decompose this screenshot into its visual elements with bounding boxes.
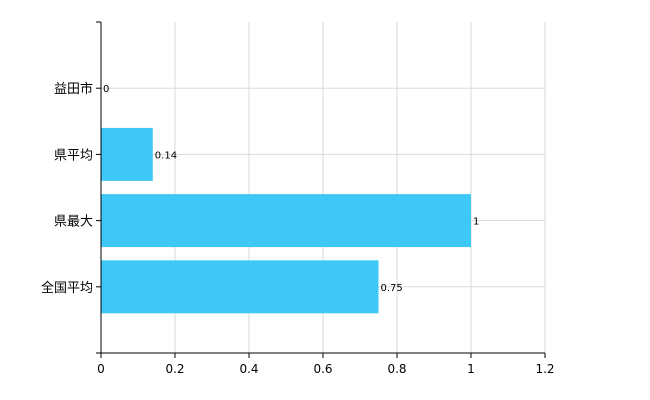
- bars: [101, 127, 471, 314]
- x-tick-label: 0.8: [387, 362, 406, 376]
- x-tick-label: 1.2: [535, 362, 554, 376]
- bar: [101, 260, 379, 314]
- x-tick-label: 0: [97, 362, 105, 376]
- bar: [101, 127, 153, 181]
- data-label: 1: [473, 217, 479, 228]
- bar: [101, 194, 471, 248]
- data-label: 0.14: [155, 150, 177, 161]
- x-tick-label: 0.6: [313, 362, 332, 376]
- x-tick-label: 0.4: [239, 362, 258, 376]
- category-label: 益田市: [54, 81, 93, 97]
- x-tick-label: 0.2: [165, 362, 184, 376]
- x-tick-label: 1: [467, 362, 475, 376]
- category-label: 県平均: [54, 148, 93, 163]
- category-label: 県最大: [54, 215, 93, 230]
- category-label: 全国平均: [41, 280, 93, 296]
- data-label: 0.75: [381, 283, 403, 294]
- data-label: 0: [103, 84, 109, 95]
- axes: [96, 21, 546, 358]
